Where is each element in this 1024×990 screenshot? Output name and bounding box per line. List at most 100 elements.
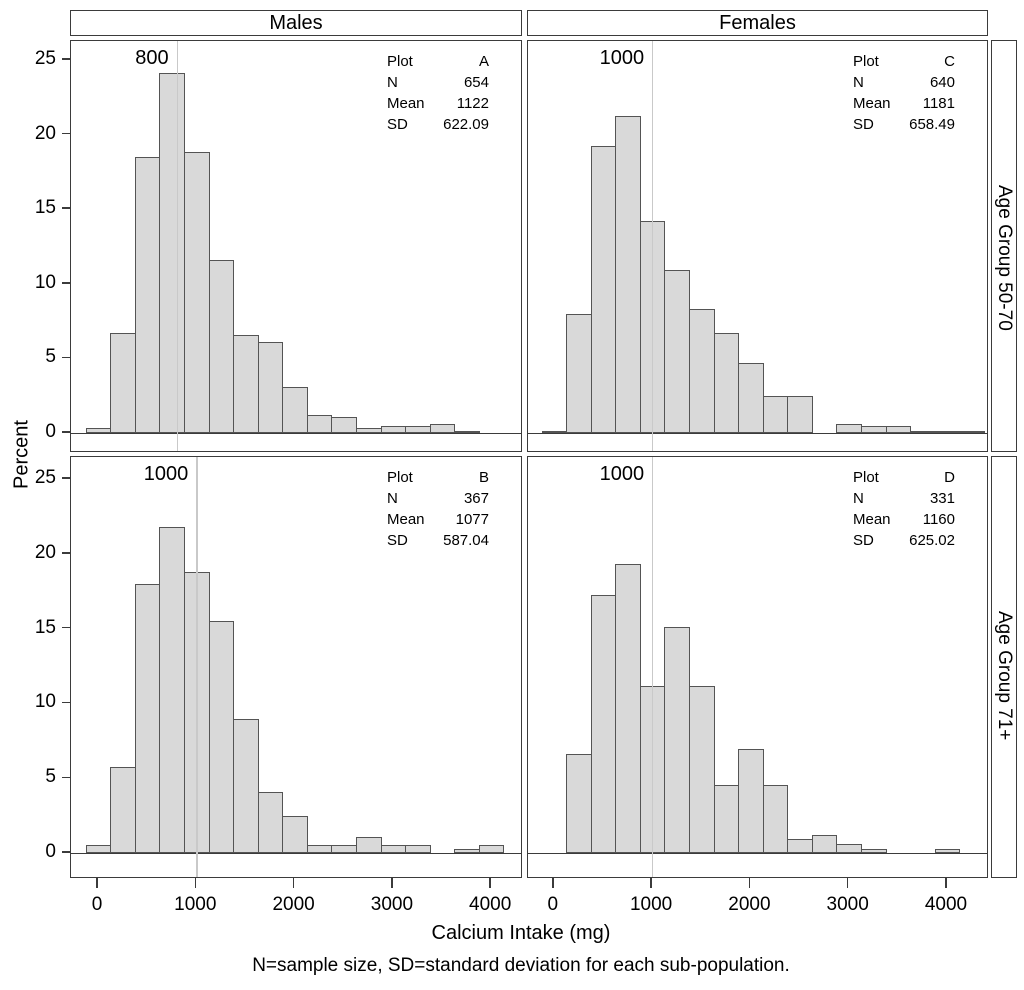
histogram-bar xyxy=(860,848,887,853)
histogram-bar xyxy=(356,428,382,433)
stats-label: SD xyxy=(387,532,408,549)
histogram-bar xyxy=(208,259,235,433)
x-axis-tick-label: 3000 xyxy=(826,894,869,915)
histogram-bar xyxy=(836,844,862,853)
histogram-bar xyxy=(405,426,431,433)
y-axis-tick-label: 5 xyxy=(45,346,56,368)
column-header-males: Males xyxy=(70,10,522,36)
stats-label: N xyxy=(387,490,398,507)
y-axis-tick-label: 20 xyxy=(34,541,56,563)
x-axis-line xyxy=(528,432,987,434)
y-axis-tick-label: 15 xyxy=(34,197,56,219)
refline-label: 1000 xyxy=(599,47,645,69)
histogram-bar xyxy=(811,834,838,853)
stats-label: Plot xyxy=(387,53,413,70)
x-axis-tick xyxy=(292,878,295,888)
stats-value: C xyxy=(944,53,955,70)
histogram-bar xyxy=(664,626,690,853)
row-header-71plus xyxy=(991,456,1017,878)
y-axis-tick-label: 0 xyxy=(45,841,56,862)
histogram-bar xyxy=(134,584,161,853)
y-axis-tick-label: 10 xyxy=(34,271,56,293)
panel-males-71plus: 1000 Plot B N 367 Mean 1077 SD 587.04 xyxy=(70,456,522,878)
histogram-bar xyxy=(762,395,789,433)
x-axis-tick-label: 1000 xyxy=(629,894,673,915)
histogram-bar xyxy=(159,526,185,853)
stats-row-mean: Mean 1122 xyxy=(387,93,489,114)
stats-label: SD xyxy=(853,532,874,549)
y-axis-tick xyxy=(62,552,70,554)
histogram-bar xyxy=(566,314,592,433)
row-header-50-70 xyxy=(991,40,1017,452)
histogram-bar xyxy=(787,395,813,433)
histogram-bar xyxy=(713,332,740,433)
stats-value: 658.49 xyxy=(909,116,955,133)
y-axis-tick-label: 25 xyxy=(34,467,56,488)
histogram-bar xyxy=(762,785,789,853)
histogram-bar xyxy=(85,428,112,433)
stats-value: A xyxy=(478,53,489,70)
stats-value: 1181 xyxy=(922,95,955,112)
stats-label: Plot xyxy=(387,469,413,486)
row-header-71plus-label: Age Group 71+ xyxy=(994,611,1015,741)
stats-inset: Plot C N 640 Mean 1181 SD 658.49 xyxy=(853,51,955,135)
histogram-bar xyxy=(184,152,210,433)
x-axis-title: Calcium Intake (mg) xyxy=(431,922,611,944)
x-axis-tick-label: 0 xyxy=(91,894,103,915)
histogram-bar xyxy=(85,844,112,853)
footnote: N=sample size, SD=standard deviation for… xyxy=(252,955,790,976)
stats-label: N xyxy=(853,490,864,507)
x-axis-tick-label: 3000 xyxy=(370,894,414,915)
x-axis-tick xyxy=(96,878,98,888)
column-header-females-label: Females xyxy=(719,11,796,34)
row-header-50-70-label: Age Group 50-70 xyxy=(994,185,1015,331)
stats-value: 640 xyxy=(929,74,955,91)
histogram-bar xyxy=(110,332,136,433)
x-axis-tick xyxy=(489,878,491,888)
histogram-bar xyxy=(159,72,185,433)
x-axis-tick xyxy=(194,878,197,888)
reference-line xyxy=(196,457,198,877)
refline-label: 1000 xyxy=(599,463,645,485)
y-axis-tick-label: 0 xyxy=(45,421,56,442)
stats-row-n: N 331 xyxy=(853,488,955,509)
stats-label: Plot xyxy=(853,469,879,486)
x-axis-line xyxy=(71,432,521,434)
stats-row-mean: Mean 1160 xyxy=(853,509,955,530)
histogram-bar xyxy=(306,414,333,433)
x-axis-tick xyxy=(650,878,652,888)
stats-label: N xyxy=(853,74,864,91)
column-header-females: Females xyxy=(527,10,988,36)
x-axis-tick-label: 4000 xyxy=(469,894,512,915)
y-axis-tick-label: 5 xyxy=(45,766,56,788)
histogram-bar xyxy=(615,115,641,433)
histogram-bar xyxy=(959,430,985,433)
histogram-bar xyxy=(541,430,568,433)
histogram-bar xyxy=(566,753,592,853)
refline-label: 800 xyxy=(135,47,169,69)
stats-label: Mean xyxy=(387,95,425,112)
histogram-bar xyxy=(233,334,259,433)
stats-row-sd: SD 625.02 xyxy=(853,530,955,551)
histogram-bar xyxy=(380,844,407,853)
histogram-bar xyxy=(688,685,715,853)
stats-row-n: N 654 xyxy=(387,72,489,93)
histogram-bar xyxy=(885,425,912,433)
stats-row-mean: Mean 1077 xyxy=(387,509,489,530)
histogram-bar xyxy=(860,425,887,433)
stats-value: 654 xyxy=(463,74,489,91)
x-axis-tick-label: 2000 xyxy=(728,894,771,915)
panel-females-50-70: 1000 Plot C N 640 Mean 1181 SD 658.49 xyxy=(527,40,988,452)
x-axis-tick xyxy=(945,878,947,888)
stats-value: D xyxy=(944,469,955,486)
stats-row-n: N 367 xyxy=(387,488,489,509)
histogram-bar xyxy=(331,417,358,433)
x-axis-tick xyxy=(748,878,751,888)
x-axis-tick-label: 1000 xyxy=(174,894,217,915)
y-axis-tick xyxy=(62,626,70,629)
histogram-bar xyxy=(787,839,813,853)
reference-line xyxy=(652,41,654,451)
histogram-bar xyxy=(405,844,431,853)
histogram-bar xyxy=(478,844,505,853)
